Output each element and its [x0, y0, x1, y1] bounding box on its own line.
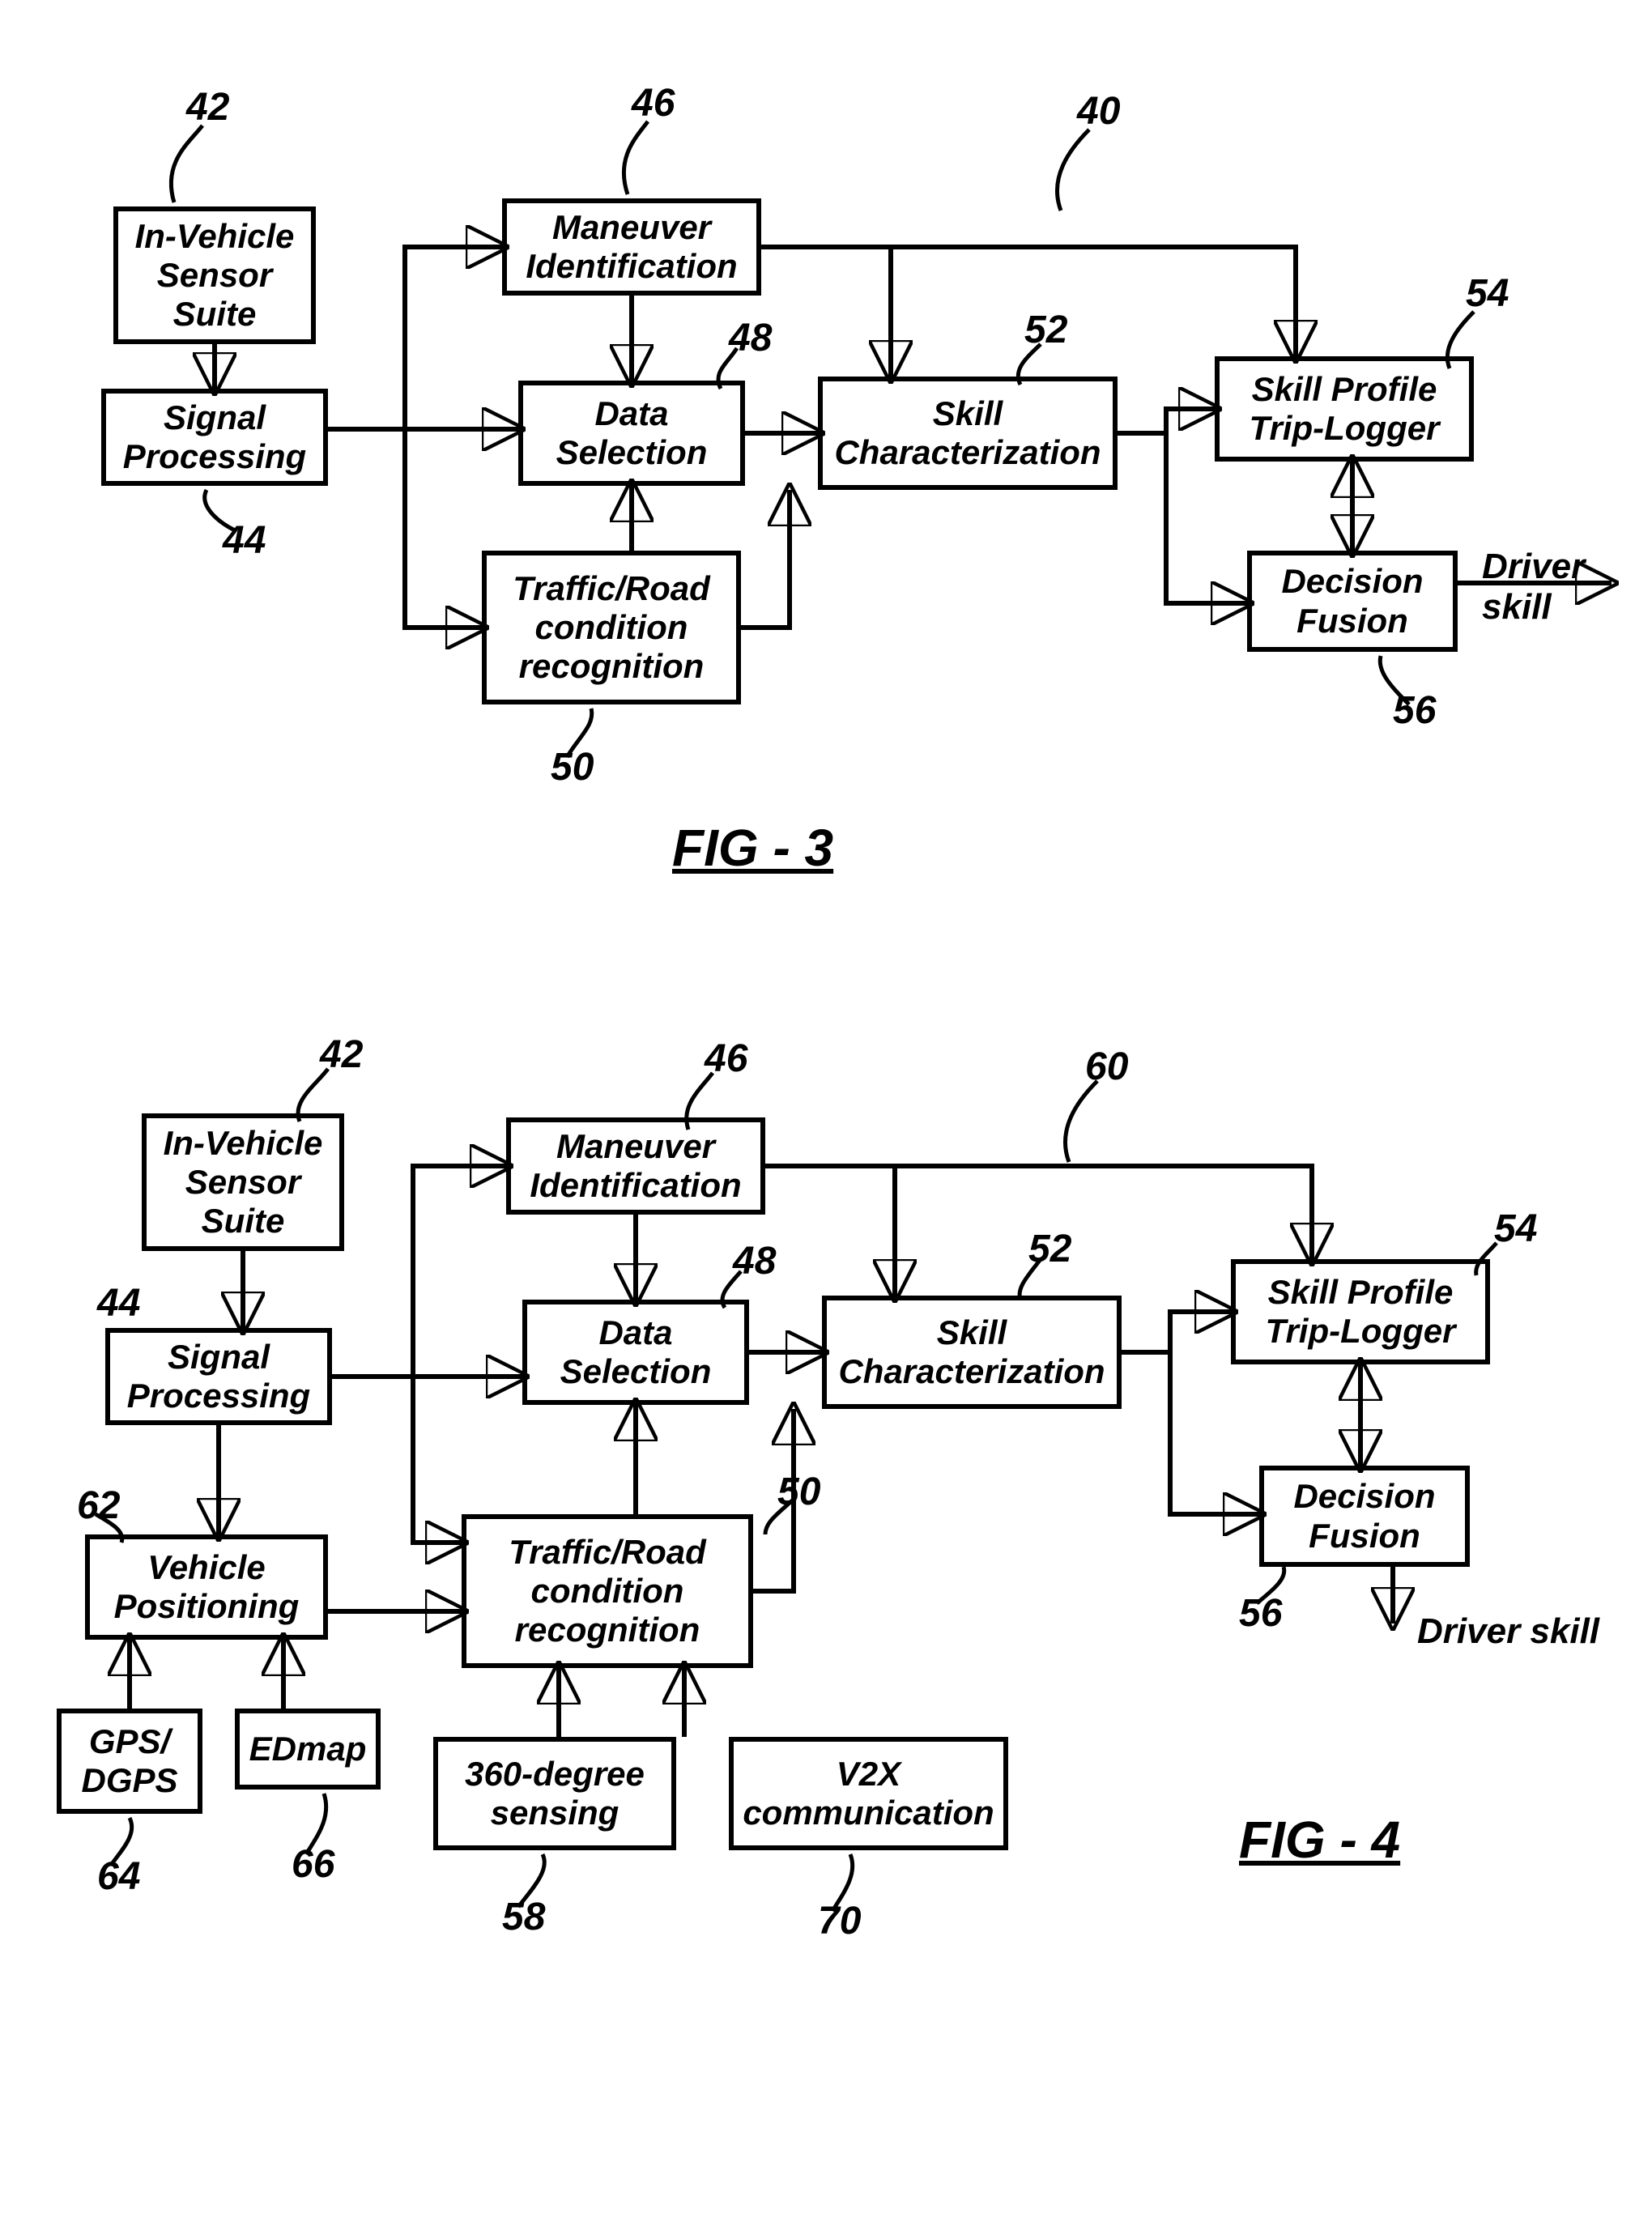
fig4-v2x-text: V2Xcommunication: [743, 1755, 994, 1833]
arrow-maneuver-to-triplog: [891, 247, 1296, 356]
fig3-fusion-box: DecisionFusion: [1247, 551, 1458, 652]
fig3-triplog-box: Skill ProfileTrip-Logger: [1215, 356, 1474, 462]
fig4-traffic-box: Traffic/Roadconditionrecognition: [462, 1514, 753, 1668]
fig4-system-ref: 60: [1085, 1045, 1128, 1089]
fig4-datasel-text: DataSelection: [560, 1313, 712, 1392]
fig3-datasel-ref: 48: [729, 316, 772, 360]
fig4-triplog-text: Skill ProfileTrip-Logger: [1266, 1273, 1456, 1351]
fig4-edmap-ref: 66: [292, 1842, 334, 1887]
leader-r42: [171, 126, 202, 202]
arrow-sigproc-to-maneuver: [332, 1166, 506, 1377]
fig4-datasel-box: DataSelection: [522, 1300, 749, 1405]
fig4-edmap-box: EDmap: [235, 1709, 381, 1790]
fig4-maneuver-box: ManeuverIdentification: [506, 1117, 765, 1215]
fig3-traffic-box: Traffic/Roadconditionrecognition: [482, 551, 741, 704]
fig4-fusion-box: DecisionFusion: [1259, 1466, 1470, 1567]
fig4-traffic-text: Traffic/Roadconditionrecognition: [509, 1533, 706, 1650]
fig4-title: FIG - 4: [1239, 1810, 1400, 1870]
fig3-datasel-text: DataSelection: [556, 394, 708, 473]
fig4-sensor-box: In-VehicleSensorSuite: [142, 1113, 344, 1251]
fig4-fusion-ref: 56: [1239, 1591, 1282, 1636]
fig4-gps-box: GPS/DGPS: [57, 1709, 202, 1814]
fig3-traffic-ref: 50: [551, 745, 594, 789]
fig4-v2x-ref: 70: [818, 1899, 861, 1943]
fig3-maneuver-text: ManeuverIdentification: [526, 208, 737, 287]
arrow-maneuver-to-skill: [761, 247, 891, 377]
fig4-gps-ref: 64: [97, 1854, 140, 1899]
arrow-sigproc-to-maneuver: [328, 247, 502, 429]
fig4-sensor-ref: 42: [320, 1032, 363, 1077]
fig4-vehpos-box: VehiclePositioning: [85, 1534, 328, 1640]
fig4-output-label: Driver skill: [1417, 1611, 1599, 1652]
fig3-sigproc-box: SignalProcessing: [101, 389, 328, 486]
fig3-skillchar-ref: 52: [1024, 308, 1067, 352]
fig4-maneuver-text: ManeuverIdentification: [530, 1127, 741, 1206]
leader-r60: [1065, 1081, 1097, 1162]
fig3-sensor-ref: 42: [186, 85, 229, 130]
fig3-maneuver-box: ManeuverIdentification: [502, 198, 761, 296]
fig3-sensor-box: In-VehicleSensorSuite: [113, 206, 316, 344]
arrow-traffic-to-skill: [741, 490, 790, 628]
arrow-maneuver-to-skill: [765, 1166, 895, 1296]
arrow-skill-to-triplog: [1122, 1312, 1231, 1352]
fig4-sigproc-ref: 44: [97, 1281, 140, 1326]
arrow-skill-to-triplog: [1118, 409, 1215, 433]
fig3-title: FIG - 3: [672, 818, 833, 878]
fig3-sigproc-text: SignalProcessing: [123, 398, 306, 477]
fig4-datasel-ref: 48: [733, 1239, 776, 1283]
fig4-gps-text: GPS/DGPS: [81, 1722, 177, 1801]
fig4-v2x-box: V2Xcommunication: [729, 1737, 1008, 1850]
fig3-triplog-text: Skill ProfileTrip-Logger: [1250, 370, 1440, 449]
fig3-output-label: Driver skill: [1482, 547, 1652, 628]
fig4-sigproc-box: SignalProcessing: [105, 1328, 332, 1425]
arrow-skill-to-fusion: [1170, 1352, 1259, 1514]
fig4-skillchar-text: SkillCharacterization: [838, 1313, 1105, 1392]
page: In-VehicleSensorSuite SignalProcessing M…: [0, 0, 1652, 2213]
fig4-sigproc-text: SignalProcessing: [127, 1338, 310, 1416]
fig4-traffic-ref: 50: [777, 1470, 820, 1514]
fig3-skillchar-box: SkillCharacterization: [818, 377, 1118, 490]
fig4-vehpos-ref: 62: [77, 1483, 120, 1528]
fig3-sigproc-ref: 44: [223, 518, 266, 563]
fig3-sensor-text: In-VehicleSensorSuite: [135, 217, 295, 334]
fig4-vehpos-text: VehiclePositioning: [114, 1548, 300, 1627]
arrow-sigproc-to-traffic: [413, 1377, 462, 1543]
fig3-traffic-text: Traffic/Roadconditionrecognition: [513, 569, 710, 687]
fig4-triplog-ref: 54: [1494, 1207, 1537, 1251]
leader-r46: [624, 121, 648, 194]
fig4-skillchar-ref: 52: [1028, 1227, 1071, 1271]
fig3-triplog-ref: 54: [1466, 271, 1509, 316]
arrow-maneuver-to-triplog: [895, 1166, 1312, 1259]
fig3-skillchar-text: SkillCharacterization: [834, 394, 1101, 473]
leader-r40: [1057, 130, 1089, 211]
fig3-fusion-text: DecisionFusion: [1281, 562, 1423, 640]
fig4-triplog-box: Skill ProfileTrip-Logger: [1231, 1259, 1490, 1364]
fig4-skillchar-box: SkillCharacterization: [822, 1296, 1122, 1409]
fig4-fusion-text: DecisionFusion: [1293, 1477, 1435, 1555]
fig4-edmap-text: EDmap: [249, 1730, 367, 1768]
fig3-system-ref: 40: [1077, 89, 1120, 134]
fig4-sensing-ref: 58: [502, 1895, 545, 1939]
fig3-fusion-ref: 56: [1393, 688, 1436, 733]
fig4-sensor-text: In-VehicleSensorSuite: [164, 1124, 323, 1241]
fig4-maneuver-ref: 46: [705, 1036, 747, 1081]
fig4-sensing-box: 360-degreesensing: [433, 1737, 676, 1850]
fig4-sensing-text: 360-degreesensing: [465, 1755, 645, 1833]
fig3-datasel-box: DataSelection: [518, 381, 745, 486]
fig3-maneuver-ref: 46: [632, 81, 675, 126]
arrow-sigproc-to-traffic: [405, 429, 482, 628]
